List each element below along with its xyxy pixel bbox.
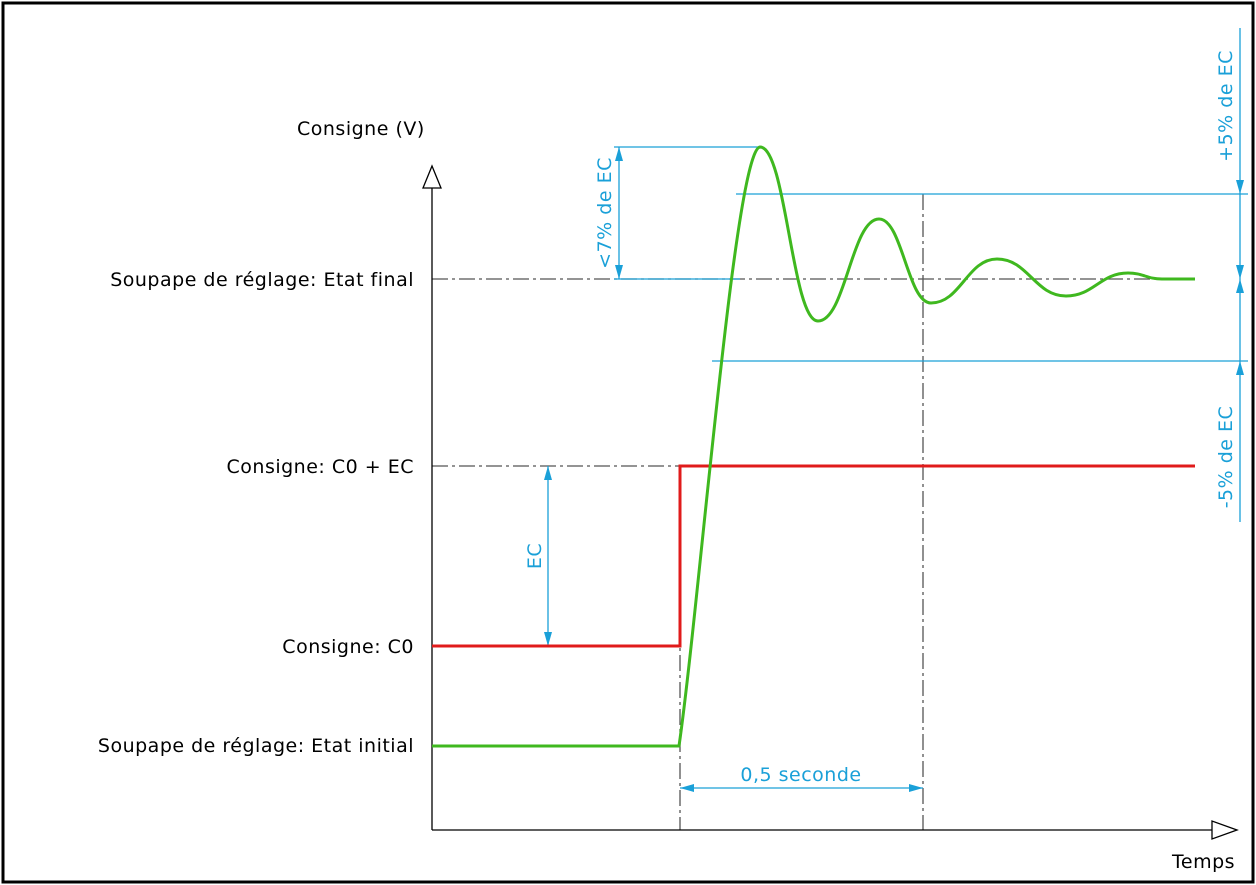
time-right-arrow-icon [909, 784, 923, 792]
plus-band-label: +5% de EC [1215, 50, 1237, 162]
valve-response-curve [432, 145, 1195, 748]
setpoint-high-label: Consigne: C0 + EC [227, 456, 414, 478]
settling-time-label: 0,5 seconde [740, 764, 861, 786]
plus-band-arrow-icon [1236, 180, 1244, 194]
x-axis-title: Temps [1171, 851, 1235, 873]
overshoot-top-arrow-icon [615, 147, 623, 161]
x-axis-arrow-icon [1211, 820, 1239, 840]
valve-final-label: Soupape de réglage: Etat final [110, 269, 414, 291]
step-label: EC [524, 543, 546, 569]
step-top-arrow-icon [544, 466, 552, 480]
overshoot-bottom-arrow-icon [615, 265, 623, 279]
minus-band-label: -5% de EC [1215, 406, 1237, 509]
y-axis-arrow-icon [422, 164, 442, 189]
minus-band-arrow-icon [1236, 361, 1244, 375]
valve-initial-label: Soupape de réglage: Etat initial [98, 735, 414, 757]
final-down-arrow-icon [1236, 279, 1244, 293]
y-axis-title: Consigne (V) [297, 118, 425, 140]
overshoot-label: <7% de EC [594, 157, 616, 269]
step-bottom-arrow-icon [544, 632, 552, 646]
time-left-arrow-icon [680, 784, 694, 792]
final-up-arrow-icon [1236, 265, 1244, 279]
setpoint-low-label: Consigne: C0 [282, 636, 414, 658]
setpoint-step-line [432, 464, 1195, 648]
